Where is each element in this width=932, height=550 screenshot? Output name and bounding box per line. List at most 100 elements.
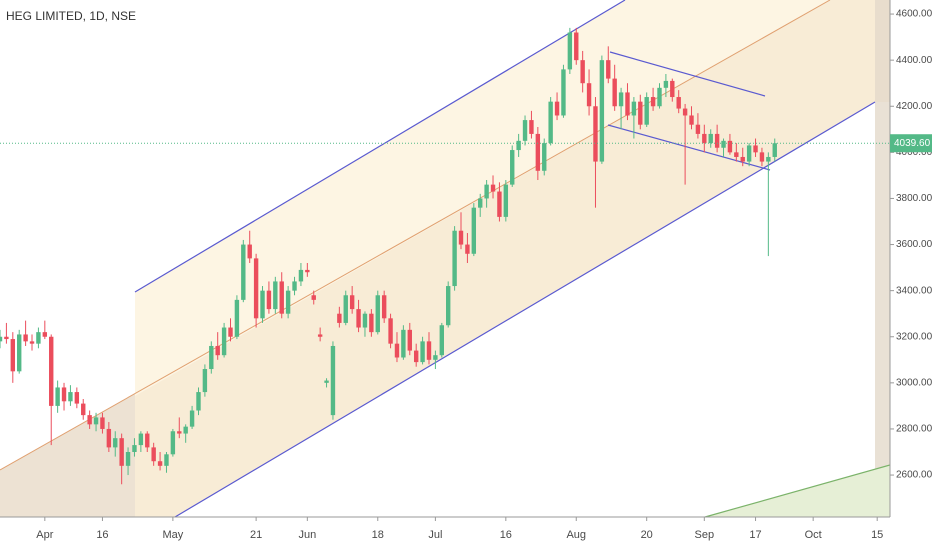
candle-body — [529, 120, 534, 134]
candle-body — [670, 80, 675, 98]
candle-body — [362, 313, 368, 328]
right-zone — [875, 0, 890, 517]
candle-body — [298, 269, 304, 282]
candle-body — [401, 329, 406, 358]
candle-body — [42, 332, 48, 337]
candle-body — [138, 433, 144, 446]
candle-body — [151, 447, 156, 462]
candle-body — [183, 426, 188, 434]
last-price-box — [890, 134, 932, 153]
candle-body — [433, 355, 438, 360]
x-tick-label: 21 — [250, 529, 262, 541]
candle-body — [554, 101, 560, 116]
candle-body — [170, 431, 176, 455]
candle-body — [766, 156, 771, 162]
candle-body — [164, 454, 169, 466]
candle-body — [81, 403, 86, 416]
candle-body — [490, 184, 496, 192]
chart-title: HEG LIMITED, 1D, NSE — [6, 9, 136, 23]
candle-body — [452, 230, 457, 287]
candle-body — [17, 334, 22, 372]
x-tick-label: Oct — [805, 529, 822, 541]
candle-body — [721, 140, 726, 148]
x-tick-label: 15 — [871, 529, 883, 541]
candle-body — [702, 133, 707, 144]
candle-body — [708, 133, 713, 144]
candle-body — [759, 152, 765, 162]
candle-body — [458, 230, 464, 245]
candle-body — [746, 145, 752, 162]
candle-body — [311, 295, 316, 300]
y-tick-label: 4400.00 — [896, 55, 932, 66]
candle-body — [260, 290, 265, 319]
x-tick-label: Jun — [298, 529, 316, 541]
candle-body — [228, 327, 233, 337]
candle-body — [638, 101, 643, 125]
candle-body — [292, 281, 297, 291]
candle-body — [266, 290, 272, 310]
candle-body — [247, 244, 252, 259]
candle-body — [644, 97, 649, 125]
candle-body — [586, 83, 592, 107]
last-price-label: 4039.60 — [894, 138, 931, 149]
candle-body — [330, 345, 336, 416]
x-tick-label: Jul — [428, 529, 442, 541]
candle-body — [394, 343, 400, 358]
candle-body — [407, 329, 412, 351]
y-tick-label: 3800.00 — [896, 193, 932, 204]
candle-body — [516, 140, 521, 151]
candle-body — [106, 428, 112, 448]
candle-body — [4, 336, 9, 340]
candle-body — [381, 295, 387, 319]
candle-body — [426, 341, 432, 360]
candle-body — [734, 152, 739, 157]
candle-body — [317, 334, 323, 337]
candle-body — [74, 392, 80, 404]
candle-body — [215, 345, 220, 356]
candle-body — [221, 327, 227, 356]
upper-zone — [135, 0, 830, 396]
candle-body — [285, 290, 291, 314]
candle-body — [177, 431, 182, 434]
candle-body — [663, 80, 669, 88]
candle-body — [202, 369, 208, 393]
candle-body — [567, 32, 573, 70]
candle-body — [113, 438, 118, 448]
x-tick-label: May — [162, 529, 183, 541]
candle-body — [305, 269, 310, 273]
candle-body — [580, 60, 585, 84]
candle-body — [369, 313, 374, 333]
candle-body — [574, 32, 579, 61]
y-tick-label: 4000.00 — [896, 147, 932, 158]
candle-body — [273, 281, 278, 310]
candle-body — [196, 392, 201, 411]
candle-body — [234, 299, 240, 337]
candle-body — [772, 143, 777, 157]
mid-zone — [135, 0, 890, 517]
candle-body — [676, 97, 681, 109]
candle-body — [465, 244, 470, 254]
candle-body — [100, 417, 105, 429]
candle-body — [478, 198, 483, 208]
candle-body — [484, 184, 489, 199]
x-tick-label: Aug — [566, 529, 586, 541]
candle-body — [93, 417, 99, 425]
candle-body — [68, 392, 73, 402]
y-tick-label: 3000.00 — [896, 377, 932, 388]
y-tick-label: 3400.00 — [896, 285, 932, 296]
x-tick-label: Sep — [695, 529, 715, 541]
candle-body — [119, 438, 124, 466]
candle-body — [87, 415, 92, 425]
candle-body — [695, 124, 701, 134]
candle-body — [740, 156, 745, 162]
candle-body — [209, 345, 214, 370]
candle-body — [503, 184, 509, 217]
y-tick-label: 2600.00 — [896, 470, 932, 481]
green-line — [704, 464, 891, 518]
candle-body — [593, 106, 598, 162]
candle-body — [279, 281, 284, 314]
candle-body — [497, 191, 502, 217]
candle-body — [682, 108, 688, 116]
candle-body — [618, 92, 624, 107]
candle-body — [522, 120, 528, 141]
